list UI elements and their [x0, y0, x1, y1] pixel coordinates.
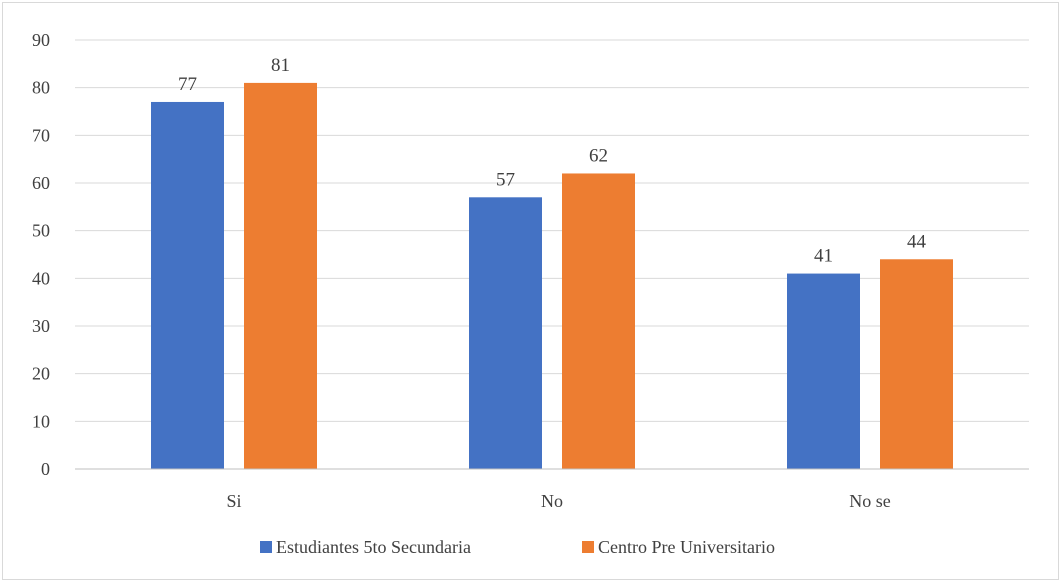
- category-labels: Si No No se: [226, 491, 890, 511]
- bar-estudiantes-no-se: [787, 273, 860, 469]
- bar-estudiantes-no: [469, 197, 542, 470]
- y-tick-label: 50: [32, 221, 50, 241]
- legend-label: Estudiantes 5to Secundaria: [276, 537, 471, 557]
- data-label: 57: [496, 169, 515, 190]
- legend-label: Centro Pre Universitario: [598, 537, 775, 557]
- bar-centro-no-se: [880, 259, 953, 469]
- data-labels: 77 81 57 62 41 44: [178, 55, 927, 267]
- bar-estudiantes-si: [151, 101, 224, 469]
- gridlines: [75, 39, 1029, 422]
- y-tick-label: 40: [32, 268, 50, 288]
- x-category-label: No se: [849, 491, 891, 511]
- legend-swatch: [582, 541, 594, 553]
- data-label: 41: [814, 246, 833, 267]
- y-tick-label: 30: [32, 316, 50, 336]
- y-tick-label: 20: [32, 364, 50, 384]
- data-label: 44: [907, 231, 927, 252]
- legend-swatch: [260, 541, 272, 553]
- y-tick-label: 10: [32, 411, 50, 431]
- y-tick-label: 80: [32, 78, 50, 98]
- bar-chart: 0 10 20 30 40 50 60 70 80 90 77 81 57 62 41 44 Si No No …: [32, 30, 1029, 557]
- bars: [151, 82, 953, 470]
- x-category-label: No: [541, 491, 563, 511]
- x-category-label: Si: [226, 491, 241, 511]
- legend: Estudiantes 5to Secundaria Centro Pre Uni…: [260, 537, 775, 557]
- data-label: 77: [178, 74, 197, 95]
- data-label: 62: [589, 145, 608, 166]
- y-tick-label: 60: [32, 173, 50, 193]
- y-tick-label: 70: [32, 125, 50, 145]
- data-label: 81: [271, 55, 290, 76]
- y-tick-label: 90: [32, 30, 50, 50]
- y-axis-ticks: 0 10 20 30 40 50 60 70 80 90: [32, 30, 50, 479]
- bar-centro-no: [562, 173, 635, 469]
- bar-centro-si: [244, 82, 317, 470]
- y-tick-label: 0: [41, 459, 50, 479]
